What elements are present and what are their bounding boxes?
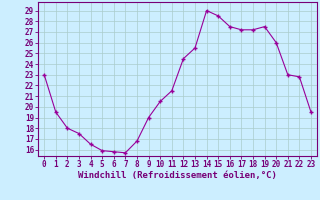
X-axis label: Windchill (Refroidissement éolien,°C): Windchill (Refroidissement éolien,°C) (78, 171, 277, 180)
